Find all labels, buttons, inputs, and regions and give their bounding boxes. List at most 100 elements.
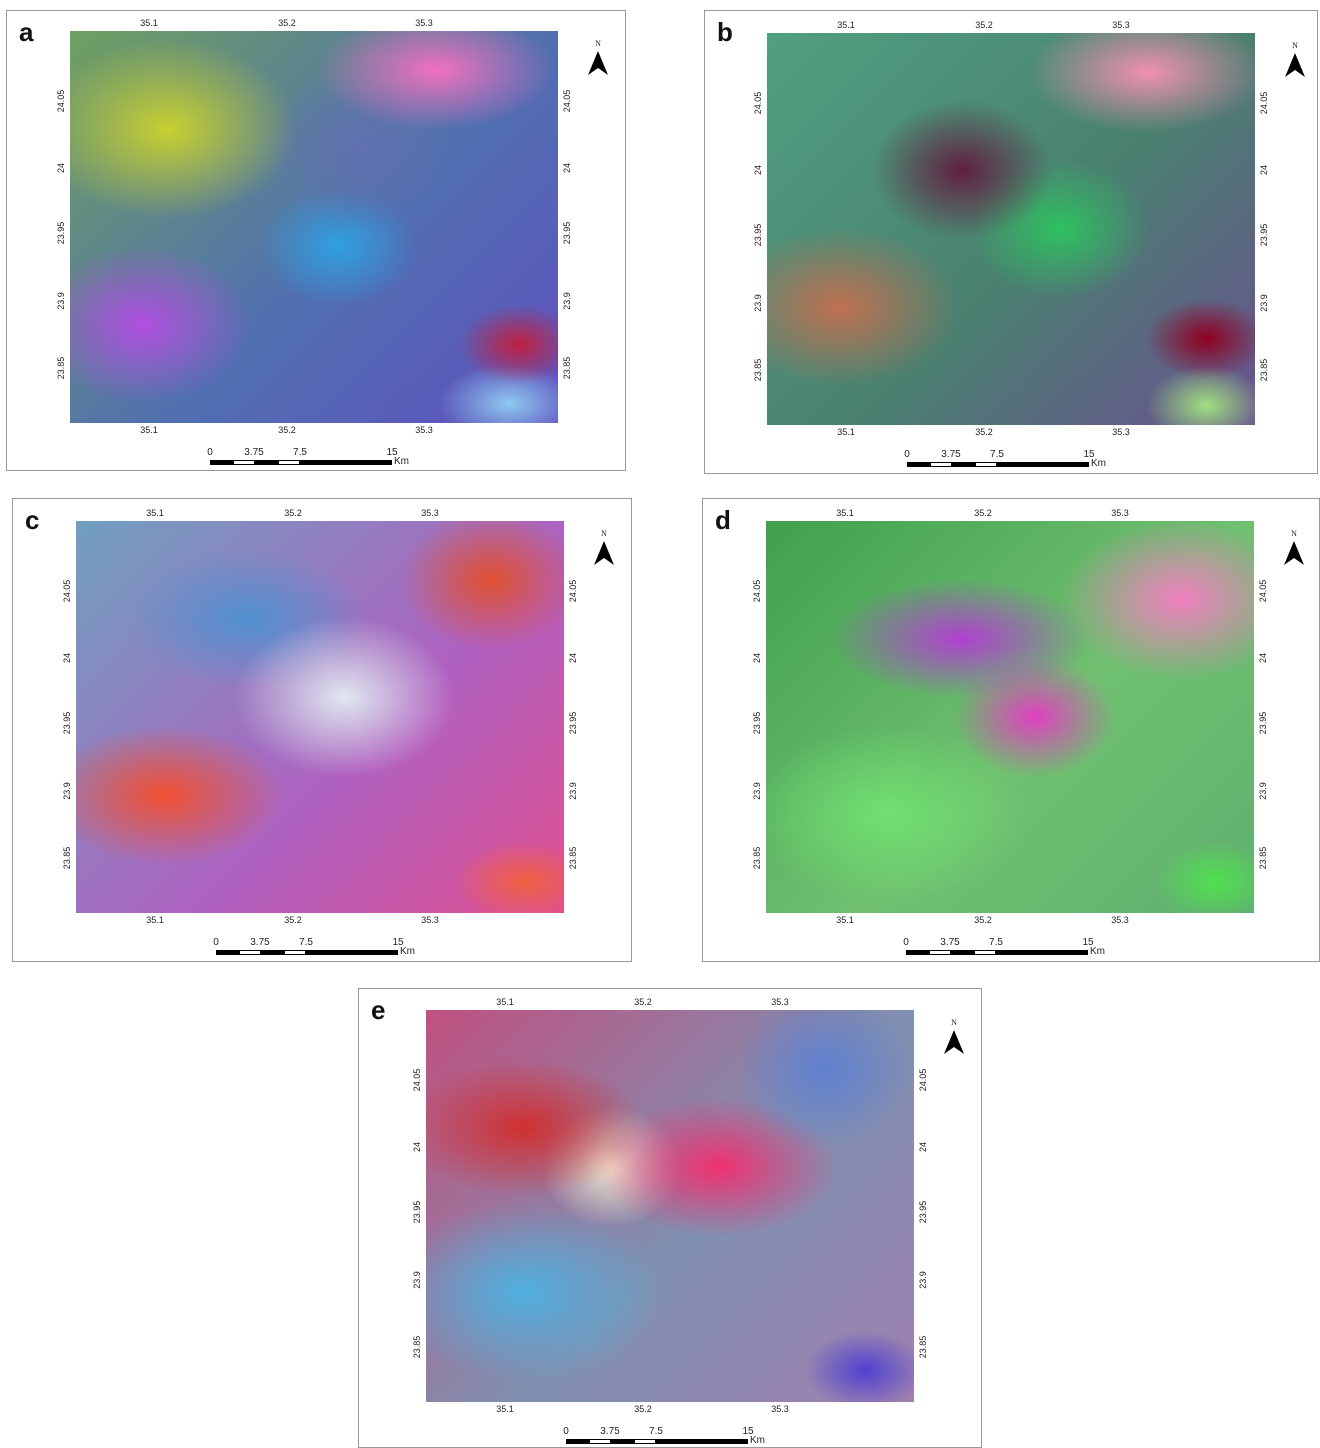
lat-label-right: 23.95	[568, 712, 578, 735]
lon-label-top: 35.2	[284, 508, 302, 518]
lat-label-right: 23.9	[1258, 782, 1268, 800]
lat-label-left: 24	[412, 1142, 422, 1152]
lat-label-right: 23.95	[918, 1201, 928, 1224]
lon-label-bottom: 35.2	[974, 915, 992, 925]
lat-label-right: 23.9	[568, 782, 578, 800]
lat-label-left: 24.05	[56, 90, 66, 113]
scale-label: 0	[213, 937, 219, 948]
lon-label-bottom: 35.1	[836, 915, 854, 925]
panel-label: c	[25, 505, 39, 536]
lat-label-right: 23.85	[918, 1336, 928, 1359]
lat-label-right: 24.05	[918, 1069, 928, 1092]
lat-label-left: 23.95	[62, 712, 72, 735]
north-arrow	[588, 51, 608, 75]
scale-bar-segment	[278, 460, 300, 465]
lat-label-right: 24.05	[1258, 580, 1268, 603]
lon-label-top: 35.1	[146, 508, 164, 518]
scale-label: 7.5	[299, 937, 313, 948]
scale-label: 0	[904, 449, 910, 460]
north-label: N	[595, 39, 601, 48]
lat-label-left: 23.9	[752, 782, 762, 800]
lat-label-right: 24	[1259, 165, 1269, 175]
scale-label: 3.75	[244, 447, 263, 458]
scale-bar-segment	[589, 1439, 611, 1444]
north-arrow-icon	[588, 51, 608, 75]
lat-label-right: 23.95	[1258, 712, 1268, 735]
scale-label: 7.5	[990, 449, 1004, 460]
map-panel: c35.135.135.235.235.335.324.0524.0524242…	[12, 498, 632, 962]
north-label: N	[601, 529, 607, 538]
scale-label: 7.5	[649, 1426, 663, 1437]
scale-bar-segment	[233, 460, 255, 465]
scale-bar-segment	[996, 950, 1088, 955]
lat-label-left: 23.9	[753, 294, 763, 312]
lat-label-left: 24.05	[62, 580, 72, 603]
scale-unit: Km	[1090, 946, 1105, 957]
lat-label-left: 24	[62, 653, 72, 663]
lat-label-right: 23.85	[1259, 359, 1269, 382]
lon-label-top: 35.1	[836, 508, 854, 518]
lat-label-left: 23.85	[56, 357, 66, 380]
scale-bar-segment	[656, 1439, 748, 1444]
lon-label-bottom: 35.1	[146, 915, 164, 925]
lat-label-left: 23.9	[56, 292, 66, 310]
lat-label-right: 23.85	[568, 847, 578, 870]
lat-label-left: 23.9	[62, 782, 72, 800]
lon-label-bottom: 35.1	[496, 1404, 514, 1414]
north-arrow-icon	[1284, 541, 1304, 565]
figure: a 35.1 35.1 35.2 35.2 35.3 35.3 24.05 24.05 24 24 2…	[0, 0, 1320, 1448]
panel-label: a	[19, 17, 33, 48]
lat-label-right: 24	[568, 653, 578, 663]
north-arrow-icon	[1285, 53, 1305, 77]
scale-bar-segment	[952, 462, 975, 467]
lat-label-right: 23.9	[918, 1271, 928, 1289]
lat-label-right: 23.9	[562, 292, 572, 310]
scale-bar-segment	[611, 1439, 634, 1444]
lon-label-top: 35.3	[421, 508, 439, 518]
lat-label-left: 24	[752, 653, 762, 663]
north-arrow	[1284, 541, 1304, 565]
scale-bar-segment	[907, 462, 930, 467]
lon-label-bottom: 35.2	[278, 425, 296, 435]
lon-label-bottom: 35.3	[421, 915, 439, 925]
satellite-image	[70, 31, 558, 423]
scale-bar-segment	[566, 1439, 589, 1444]
lon-label-bottom: 35.2	[634, 1404, 652, 1414]
north-arrow	[944, 1030, 964, 1054]
lat-label-right: 23.9	[1259, 294, 1269, 312]
lat-label-right: 24	[1258, 653, 1268, 663]
panel-label: e	[371, 995, 385, 1026]
lat-label-left: 24.05	[412, 1069, 422, 1092]
lon-label-top: 35.2	[974, 508, 992, 518]
lat-label-left: 24	[753, 165, 763, 175]
scale-bar-segment	[306, 950, 398, 955]
satellite-image	[767, 33, 1255, 425]
lat-label-right: 23.95	[562, 222, 572, 245]
lat-label-left: 23.9	[412, 1271, 422, 1289]
north-label: N	[1292, 41, 1298, 50]
scale-bar-segment	[216, 950, 239, 955]
lat-label-left: 23.95	[56, 222, 66, 245]
scale-label: 3.75	[250, 937, 269, 948]
lon-label-top: 35.2	[975, 20, 993, 30]
scale-label: 7.5	[293, 447, 307, 458]
scale-label: 0	[563, 1426, 569, 1437]
north-arrow-icon	[594, 541, 614, 565]
satellite-image	[76, 521, 564, 913]
lon-label-top: 35.1	[837, 20, 855, 30]
lat-label-left: 23.85	[753, 359, 763, 382]
lon-label-bottom: 35.1	[140, 425, 158, 435]
lat-label-left: 23.95	[412, 1201, 422, 1224]
lat-label-left: 23.85	[62, 847, 72, 870]
lat-label-left: 24.05	[753, 92, 763, 115]
scale-unit: Km	[394, 456, 409, 467]
lon-label-top: 35.2	[278, 18, 296, 28]
scale-unit: Km	[1091, 458, 1106, 469]
satellite-image	[766, 521, 1254, 913]
north-label: N	[1291, 529, 1297, 538]
scale-bar-segment	[974, 950, 996, 955]
lon-label-bottom: 35.3	[771, 1404, 789, 1414]
